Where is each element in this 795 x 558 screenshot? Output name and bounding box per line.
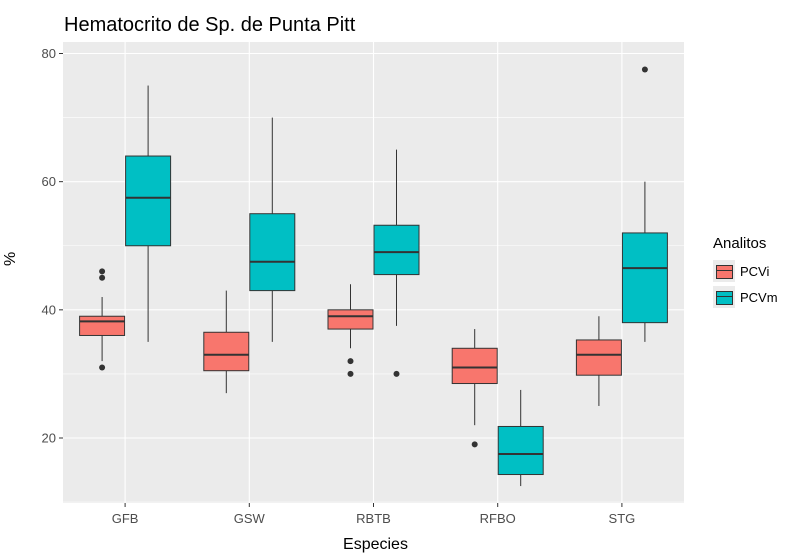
box-pcvi-gfb [79, 315, 126, 336]
y-tick-label: 80 [42, 46, 56, 61]
y-tick-label: 20 [42, 431, 56, 446]
legend: Analitos PCVi PCVm [713, 235, 778, 310]
y-tick-label: 40 [42, 302, 56, 317]
box-pcvi-stg [575, 339, 622, 376]
legend-title: Analitos [713, 235, 767, 252]
box-pcvm-rfbo [497, 425, 544, 476]
legend-item-pcvm: PCVm [713, 284, 778, 310]
box-pcvm-rbtb [373, 224, 420, 276]
outlier-pcvi-gfb [99, 364, 106, 371]
legend-label-pcvi: PCVi [740, 263, 770, 279]
legend-item-pcvi: PCVi [713, 258, 778, 284]
x-tick-label: GSW [234, 511, 266, 526]
chart-title: Hematocrito de Sp. de Punta Pitt [64, 14, 356, 36]
outlier-pcvi-gfb [99, 268, 106, 275]
x-tick-label: GFB [112, 511, 139, 526]
outlier-pcvm-stg [641, 66, 648, 73]
outlier-pcvi-gfb [99, 274, 106, 281]
box-pcvi-gsw [203, 331, 250, 372]
x-tick-label: RFBO [480, 511, 516, 526]
x-axis-label: Especies [343, 536, 408, 553]
box-pcvi-rfbo [451, 347, 498, 385]
y-axis-label: % [2, 251, 19, 266]
outlier-pcvi-rfbo [471, 441, 478, 448]
box-pcvm-gfb [125, 155, 172, 247]
outlier-pcvm-rbtb [393, 370, 400, 377]
box-pcvi-rbtb [327, 309, 374, 330]
legend-key-pcvi [713, 260, 735, 282]
legend-label-pcvm: PCVm [740, 289, 778, 305]
legend-key-pcvm [713, 286, 735, 308]
x-tick-label: RBTB [356, 511, 391, 526]
box-pcvm-gsw [249, 213, 296, 292]
outlier-pcvi-rbtb [347, 370, 354, 377]
y-tick-label: 60 [42, 174, 56, 189]
box-pcvm-stg [621, 232, 668, 324]
outlier-pcvi-rbtb [347, 358, 354, 365]
x-tick-label: STG [609, 511, 636, 526]
